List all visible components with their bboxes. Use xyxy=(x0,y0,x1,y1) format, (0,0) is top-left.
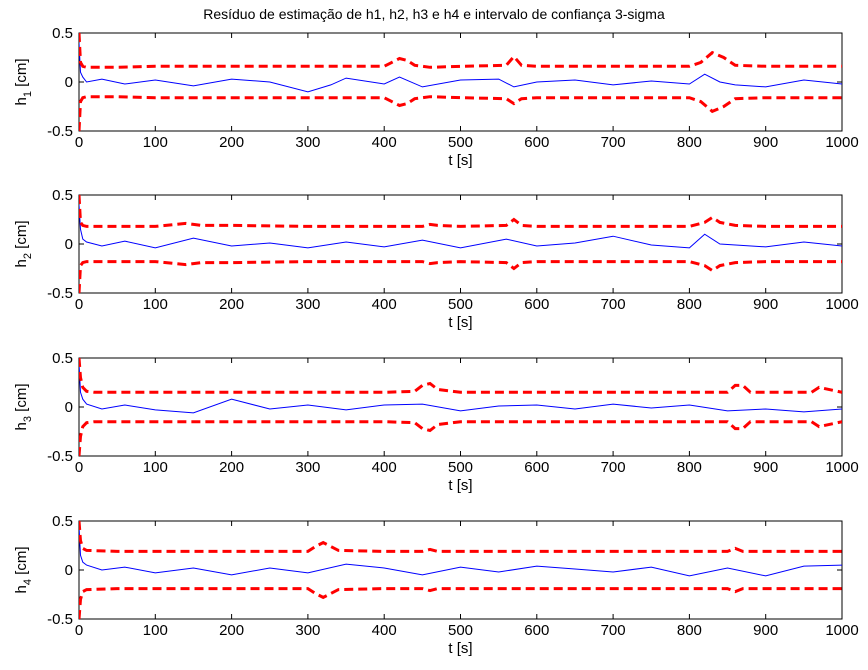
x-tick-label: 100 xyxy=(143,134,168,151)
x-tick-label: 900 xyxy=(753,459,778,476)
x-tick-label: 500 xyxy=(448,459,473,476)
upper-bound-line xyxy=(79,520,842,553)
x-tick-label: 400 xyxy=(372,622,397,639)
x-tick-label: 500 xyxy=(448,134,473,151)
x-tick-label: 500 xyxy=(448,622,473,639)
x-tick-label: 700 xyxy=(601,134,626,151)
x-tick-label: 900 xyxy=(753,622,778,639)
x-tick-label: 700 xyxy=(601,622,626,639)
upper-bound-line xyxy=(79,194,842,228)
upper-bound-line xyxy=(79,357,842,394)
x-tick-label: 600 xyxy=(524,622,549,639)
x-tick-label: 900 xyxy=(753,134,778,151)
x-tick-label: 500 xyxy=(448,296,473,313)
x-tick-label: 700 xyxy=(601,459,626,476)
y-axis-label: h1 [cm] xyxy=(13,59,34,106)
y-tick-label: 0.5 xyxy=(52,187,73,204)
y-tick-label: 0 xyxy=(65,562,73,579)
x-tick-label: 400 xyxy=(372,296,397,313)
x-tick-label: 900 xyxy=(753,296,778,313)
x-tick-label: 300 xyxy=(295,296,320,313)
x-tick-label: 600 xyxy=(524,296,549,313)
x-axis-label: t [s] xyxy=(448,152,472,169)
x-tick-label: 400 xyxy=(372,459,397,476)
x-tick-label: 200 xyxy=(219,459,244,476)
x-tick-label: 1000 xyxy=(825,296,858,313)
subplot-4: 0 100 200 300 400 500 600 700 800 900 10000.50-0.5… xyxy=(13,513,859,657)
x-tick-label: 100 xyxy=(143,459,168,476)
y-tick-label: -0.5 xyxy=(47,285,73,302)
x-tick-label: 800 xyxy=(677,459,702,476)
x-tick-label: 200 xyxy=(219,134,244,151)
y-tick-label: 0.5 xyxy=(52,350,73,367)
x-tick-label: 0 xyxy=(75,622,83,639)
y-tick-label: -0.5 xyxy=(47,448,73,465)
y-tick-label: 0.5 xyxy=(52,25,73,42)
y-tick-label: -0.5 xyxy=(47,611,73,628)
x-tick-label: 1000 xyxy=(825,622,858,639)
x-tick-label: 300 xyxy=(295,134,320,151)
x-tick-label: 200 xyxy=(219,622,244,639)
y-tick-label: 0 xyxy=(65,74,73,91)
x-tick-label: 600 xyxy=(524,134,549,151)
lower-bound-line xyxy=(79,95,842,132)
subplot-3: 0 100 200 300 400 500 600 700 800 900 10000.50-0.5… xyxy=(13,350,859,494)
residual-line xyxy=(79,204,842,249)
figure-title: Resíduo de estimação de h1, h2, h3 e h4 … xyxy=(203,6,665,22)
x-tick-label: 300 xyxy=(295,622,320,639)
x-tick-label: 300 xyxy=(295,459,320,476)
x-tick-label: 100 xyxy=(143,622,168,639)
lower-bound-line xyxy=(79,260,842,294)
x-tick-label: 0 xyxy=(75,459,83,476)
x-tick-label: 1000 xyxy=(825,459,858,476)
y-axis-label: h3 [cm] xyxy=(13,384,34,431)
x-tick-label: 800 xyxy=(677,622,702,639)
x-tick-label: 100 xyxy=(143,296,168,313)
x-axis-label: t [s] xyxy=(448,640,472,657)
residual-line xyxy=(79,362,842,414)
x-tick-label: 800 xyxy=(677,296,702,313)
y-axis-label: h2 [cm] xyxy=(13,221,34,268)
x-tick-label: 600 xyxy=(524,459,549,476)
plot-area-1 xyxy=(78,32,843,132)
x-axis-label: t [s] xyxy=(448,477,472,494)
plot-area-3 xyxy=(78,357,843,457)
plot-area-2 xyxy=(78,194,843,294)
y-axis-label: h4 [cm] xyxy=(13,547,34,594)
x-tick-label: 700 xyxy=(601,296,626,313)
subplot-2: 0 100 200 300 400 500 600 700 800 900 10000.50-0.5… xyxy=(13,187,859,331)
residual-line xyxy=(79,525,842,577)
x-tick-label: 200 xyxy=(219,296,244,313)
plot-area-4 xyxy=(78,520,843,620)
y-tick-label: 0.5 xyxy=(52,513,73,530)
y-tick-label: 0 xyxy=(65,236,73,253)
x-tick-label: 800 xyxy=(677,134,702,151)
x-tick-label: 0 xyxy=(75,134,83,151)
x-tick-label: 1000 xyxy=(825,134,858,151)
upper-bound-line xyxy=(79,32,842,69)
residual-line xyxy=(79,42,842,93)
x-tick-label: 0 xyxy=(75,296,83,313)
y-tick-label: -0.5 xyxy=(47,123,73,140)
y-tick-label: 0 xyxy=(65,399,73,416)
x-tick-label: 400 xyxy=(372,134,397,151)
lower-bound-line xyxy=(79,587,842,620)
subplot-1: 0 100 200 300 400 500 600 700 800 900 10000.50-0.5… xyxy=(13,25,859,169)
x-axis-label: t [s] xyxy=(448,314,472,331)
lower-bound-line xyxy=(79,420,842,457)
